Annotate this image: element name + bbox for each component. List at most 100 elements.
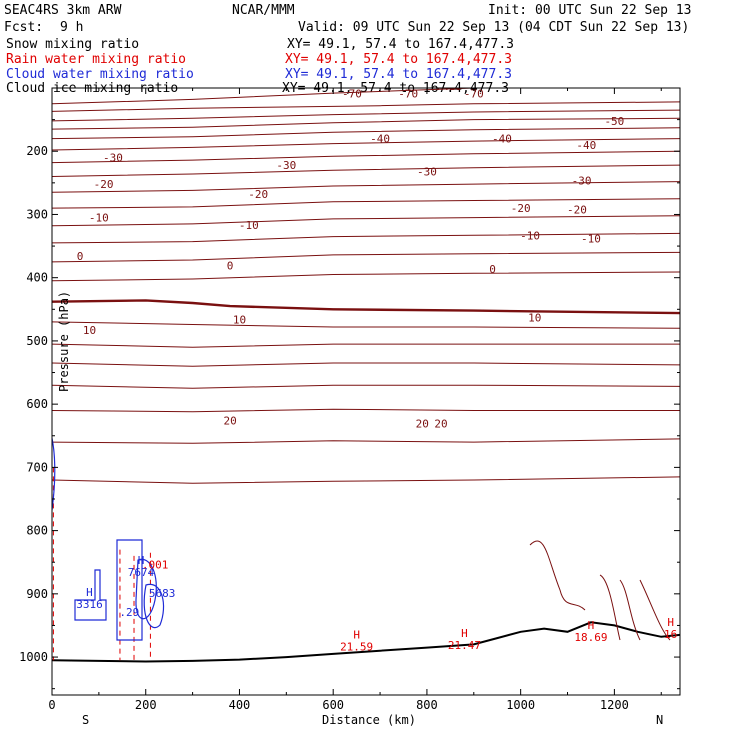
- high-marker: H: [138, 554, 145, 567]
- contour-label: -30: [572, 174, 592, 187]
- y-axis-title: Pressure (hPa): [57, 291, 71, 392]
- temperature-contour: [52, 362, 680, 367]
- temperature-contour: [52, 198, 680, 209]
- y-tick-label: 800: [26, 524, 48, 538]
- y-tick-label: 900: [26, 587, 48, 601]
- fcst-label: Fcst:: [4, 20, 43, 35]
- contour-label: -20: [248, 188, 268, 201]
- field-xy-snow: XY= 49.1, 57.4 to 167.4,477.3: [287, 37, 514, 52]
- contour-label: -50: [604, 115, 624, 128]
- contour-label: 20: [416, 418, 429, 431]
- field-xy-cloud: XY= 49.1, 57.4 to 167.4,477.3: [285, 67, 512, 82]
- y-tick-label: 300: [26, 207, 48, 221]
- temperature-contour: [52, 251, 680, 263]
- contour-label: -40: [492, 133, 512, 146]
- valid-label: Valid: 09 UTC Sun 22 Sep 13 (04 CDT Sun …: [298, 20, 689, 35]
- y-tick-label: 1000: [19, 650, 48, 664]
- x-tick-label: 1000: [506, 698, 535, 712]
- temperature-contour: [52, 215, 680, 227]
- cloud-water-contour: [74, 569, 107, 621]
- y-tick-label: 600: [26, 397, 48, 411]
- south-end-label: S: [82, 713, 89, 727]
- temperature-contour: [639, 579, 671, 641]
- contour-label: -7429: [429, 80, 462, 93]
- temperature-contour: [52, 109, 680, 122]
- contour-label: -30: [276, 159, 296, 172]
- x-tick-label: 800: [416, 698, 438, 712]
- contour-label: -20: [567, 203, 587, 216]
- contour-label: -70: [464, 88, 484, 101]
- high-marker: H: [86, 586, 93, 599]
- high-marker: H: [588, 619, 595, 632]
- center-label: NCAR/MMM: [232, 3, 295, 18]
- contour-label: -30: [103, 152, 123, 165]
- temperature-contour: [52, 321, 680, 329]
- contour-label: 0: [227, 260, 234, 273]
- cloud-water-contour: [135, 558, 157, 620]
- temperature-contour: [52, 164, 680, 177]
- temperature-contour: [52, 343, 680, 348]
- contour-label: -10: [520, 229, 540, 242]
- contour-layer: -7429-70 -70 -70-50-40 -40 -40-30-30 -30-30-2…: [52, 80, 680, 663]
- contour-label: -10: [239, 219, 259, 232]
- temperature-contour: [52, 150, 680, 164]
- contour-label: -70: [398, 88, 418, 101]
- contour-label: -20: [511, 202, 531, 215]
- cloud-water-contour: [116, 539, 143, 641]
- contour-label: 20: [434, 418, 447, 431]
- model-label: SEAC4RS 3km ARW: [4, 3, 122, 18]
- annotation-label: 5683: [149, 587, 176, 600]
- cloud-water-contour: [143, 583, 165, 629]
- plot-area: -7429-70 -70 -70-50-40 -40 -40-30-30 -30-30-2…: [52, 80, 680, 663]
- contour-label: 10: [233, 313, 246, 326]
- annotation-label: .001: [142, 559, 169, 572]
- x-tick-label: 1200: [600, 698, 629, 712]
- y-tick-label: 700: [26, 460, 48, 474]
- x-tick-label: 600: [322, 698, 344, 712]
- temperature-contour: [52, 232, 680, 244]
- temperature-contour: [52, 138, 680, 151]
- temperature-contour: [52, 127, 680, 140]
- high-value-label: 16: [664, 628, 677, 641]
- contour-label: -10: [581, 232, 601, 245]
- temperature-contour: [599, 574, 621, 641]
- contour-label: -40: [576, 139, 596, 152]
- contour-label: -10: [89, 212, 109, 225]
- high-value-label: 3316: [76, 598, 103, 611]
- plot-frame: [51, 87, 681, 696]
- field-name-snow: Snow mixing ratio: [6, 37, 139, 52]
- fcst-value: 9 h: [60, 20, 83, 35]
- contour-label: 10: [528, 312, 541, 325]
- temperature-contour: [52, 117, 680, 130]
- init-label: Init: 00 UTC Sun 22 Sep 13: [488, 3, 692, 18]
- temperature-contour: [52, 299, 680, 315]
- temperature-contour: [619, 579, 641, 641]
- x-tick-label: 0: [48, 698, 55, 712]
- contour-label: -20: [94, 178, 114, 191]
- contour-label: 0: [77, 250, 84, 263]
- temperature-contour: [52, 181, 680, 193]
- temperature-contour: [52, 438, 680, 444]
- north-end-label: N: [656, 713, 663, 727]
- terrain-line: [52, 621, 680, 663]
- high-value-label: 21.59: [340, 640, 373, 653]
- field-xy-rain: XY= 49.1, 57.4 to 167.4,477.3: [285, 52, 512, 67]
- temperature-contour: [52, 271, 680, 282]
- contour-label: -30: [417, 165, 437, 178]
- y-tick-label: 200: [26, 144, 48, 158]
- y-tick-label: 400: [26, 271, 48, 285]
- temperature-contour: [529, 540, 586, 611]
- field-name-cloud: Cloud water mixing ratio: [6, 67, 194, 82]
- high-marker: H: [461, 627, 468, 640]
- x-tick-label: 400: [229, 698, 251, 712]
- contour-label: -70: [342, 88, 362, 101]
- contour-label: 0: [489, 263, 496, 276]
- x-tick-label: 200: [135, 698, 157, 712]
- field-name-rain: Rain water mixing ratio: [6, 52, 186, 67]
- high-value-label: 7674: [128, 566, 155, 579]
- high-value-label: 21.47: [448, 639, 481, 652]
- annotation-label: .29: [119, 606, 139, 619]
- contour-label: 10: [83, 324, 96, 337]
